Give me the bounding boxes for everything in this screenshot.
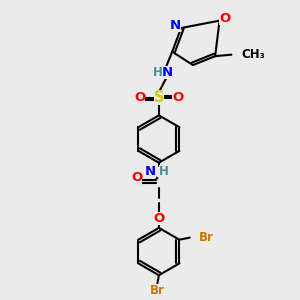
Text: Br: Br — [199, 231, 214, 244]
Text: Br: Br — [150, 284, 165, 297]
Text: O: O — [134, 91, 145, 104]
Text: S: S — [154, 90, 164, 105]
Text: O: O — [131, 171, 142, 184]
Text: N: N — [145, 165, 156, 178]
Text: O: O — [153, 212, 164, 226]
Text: N: N — [162, 66, 173, 79]
Text: CH₃: CH₃ — [242, 48, 266, 61]
Text: H: H — [159, 165, 169, 178]
Text: H: H — [152, 66, 162, 79]
Text: O: O — [219, 12, 230, 26]
Text: N: N — [170, 19, 181, 32]
Text: O: O — [172, 91, 184, 104]
